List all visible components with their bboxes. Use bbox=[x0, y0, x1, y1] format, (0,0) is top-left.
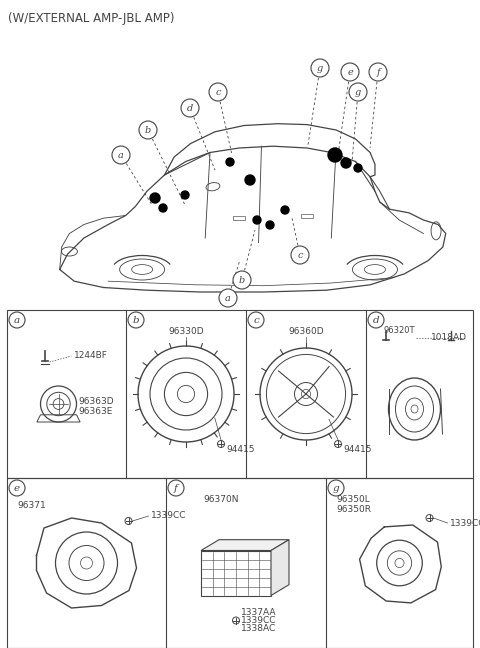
Text: f: f bbox=[174, 484, 178, 493]
Circle shape bbox=[9, 312, 25, 328]
Text: 96371: 96371 bbox=[17, 502, 46, 511]
Circle shape bbox=[341, 158, 351, 168]
Circle shape bbox=[281, 206, 289, 214]
Text: c: c bbox=[297, 251, 303, 260]
Text: d: d bbox=[187, 104, 193, 113]
Text: 1337AA: 1337AA bbox=[241, 608, 276, 617]
Circle shape bbox=[291, 246, 309, 264]
Text: 96350R: 96350R bbox=[336, 505, 371, 515]
Text: g: g bbox=[355, 88, 361, 97]
Text: d: d bbox=[372, 316, 379, 325]
Circle shape bbox=[354, 164, 362, 172]
Bar bbox=[201, 551, 271, 596]
Text: g: g bbox=[333, 484, 339, 493]
Text: b: b bbox=[132, 316, 139, 325]
Text: 96330D: 96330D bbox=[168, 327, 204, 336]
Circle shape bbox=[9, 480, 25, 496]
Circle shape bbox=[245, 175, 255, 185]
Circle shape bbox=[349, 83, 367, 101]
Circle shape bbox=[253, 216, 261, 224]
Circle shape bbox=[341, 63, 359, 81]
Circle shape bbox=[226, 158, 234, 166]
Text: 1018AD: 1018AD bbox=[431, 334, 467, 343]
Circle shape bbox=[369, 63, 387, 81]
Text: a: a bbox=[14, 316, 20, 325]
Circle shape bbox=[168, 480, 184, 496]
Text: f: f bbox=[376, 68, 380, 77]
Circle shape bbox=[181, 191, 189, 199]
Text: 94415: 94415 bbox=[226, 445, 254, 454]
Text: c: c bbox=[215, 88, 221, 97]
Circle shape bbox=[112, 146, 130, 164]
Bar bbox=[233, 216, 245, 220]
Text: 1244BF: 1244BF bbox=[73, 351, 108, 360]
Text: e: e bbox=[347, 68, 353, 77]
Circle shape bbox=[128, 312, 144, 328]
Circle shape bbox=[248, 312, 264, 328]
Bar bbox=[7, 478, 473, 648]
Ellipse shape bbox=[206, 183, 220, 191]
Text: 96350L: 96350L bbox=[336, 496, 370, 505]
Text: 1338AC: 1338AC bbox=[241, 624, 276, 633]
Text: a: a bbox=[225, 294, 231, 303]
Bar bbox=[7, 310, 473, 478]
Polygon shape bbox=[271, 540, 289, 596]
Text: 96320T: 96320T bbox=[384, 326, 416, 335]
Text: 96370N: 96370N bbox=[203, 496, 239, 505]
Circle shape bbox=[150, 193, 160, 203]
Text: c: c bbox=[253, 316, 259, 325]
Polygon shape bbox=[201, 540, 289, 551]
Circle shape bbox=[159, 204, 167, 212]
Text: 1339CC: 1339CC bbox=[449, 518, 480, 527]
Text: b: b bbox=[145, 126, 151, 135]
Text: e: e bbox=[14, 484, 20, 493]
Bar bbox=[301, 213, 313, 218]
Circle shape bbox=[266, 221, 274, 229]
Text: a: a bbox=[118, 151, 124, 160]
Text: (W/EXTERNAL AMP-JBL AMP): (W/EXTERNAL AMP-JBL AMP) bbox=[8, 12, 175, 25]
Text: 96360D: 96360D bbox=[288, 327, 324, 336]
Circle shape bbox=[328, 480, 344, 496]
Circle shape bbox=[328, 148, 342, 162]
Circle shape bbox=[368, 312, 384, 328]
Circle shape bbox=[209, 83, 227, 101]
Circle shape bbox=[219, 289, 237, 307]
Text: 1339CC: 1339CC bbox=[151, 511, 186, 520]
Text: b: b bbox=[239, 276, 245, 285]
Text: 96363E: 96363E bbox=[79, 408, 113, 417]
Text: 1339CC: 1339CC bbox=[241, 616, 276, 625]
Circle shape bbox=[139, 121, 157, 139]
Text: g: g bbox=[317, 64, 323, 73]
Circle shape bbox=[181, 99, 199, 117]
Text: 94415: 94415 bbox=[343, 445, 372, 454]
Circle shape bbox=[311, 59, 329, 77]
Circle shape bbox=[233, 271, 251, 289]
Text: 96363D: 96363D bbox=[79, 397, 114, 406]
